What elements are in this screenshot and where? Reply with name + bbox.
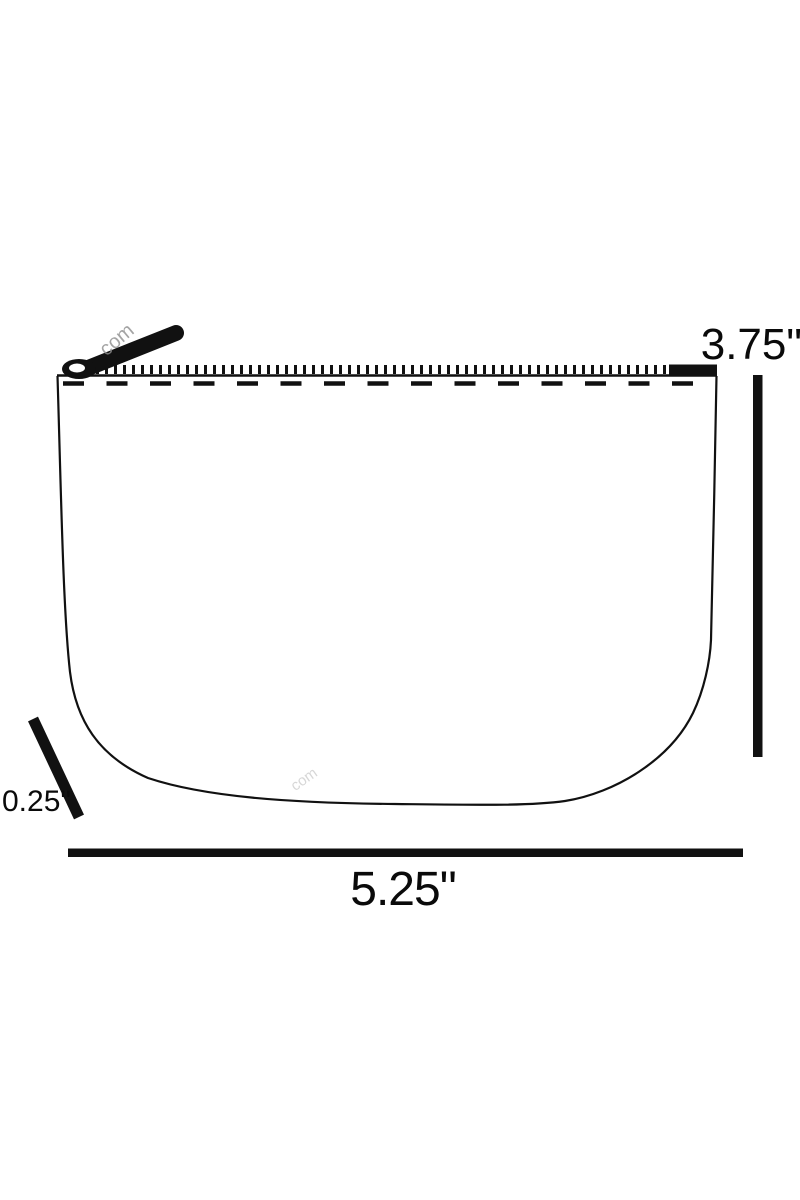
seam-allowance-label: 0.25" (2, 785, 72, 818)
height-dimension-label: 3.75" (700, 320, 800, 369)
zipper-pull-strap (80, 325, 184, 376)
zipper-slider-hole (69, 363, 85, 373)
pouch-body-outline (56, 375, 718, 806)
width-dimension-line (68, 848, 743, 857)
zipper-end-stop (669, 364, 717, 376)
width-dimension-label: 5.25" (350, 863, 456, 916)
zipper-pull-icon (62, 325, 184, 379)
height-dimension-line (753, 375, 763, 757)
seam-dimension-line (28, 716, 84, 820)
